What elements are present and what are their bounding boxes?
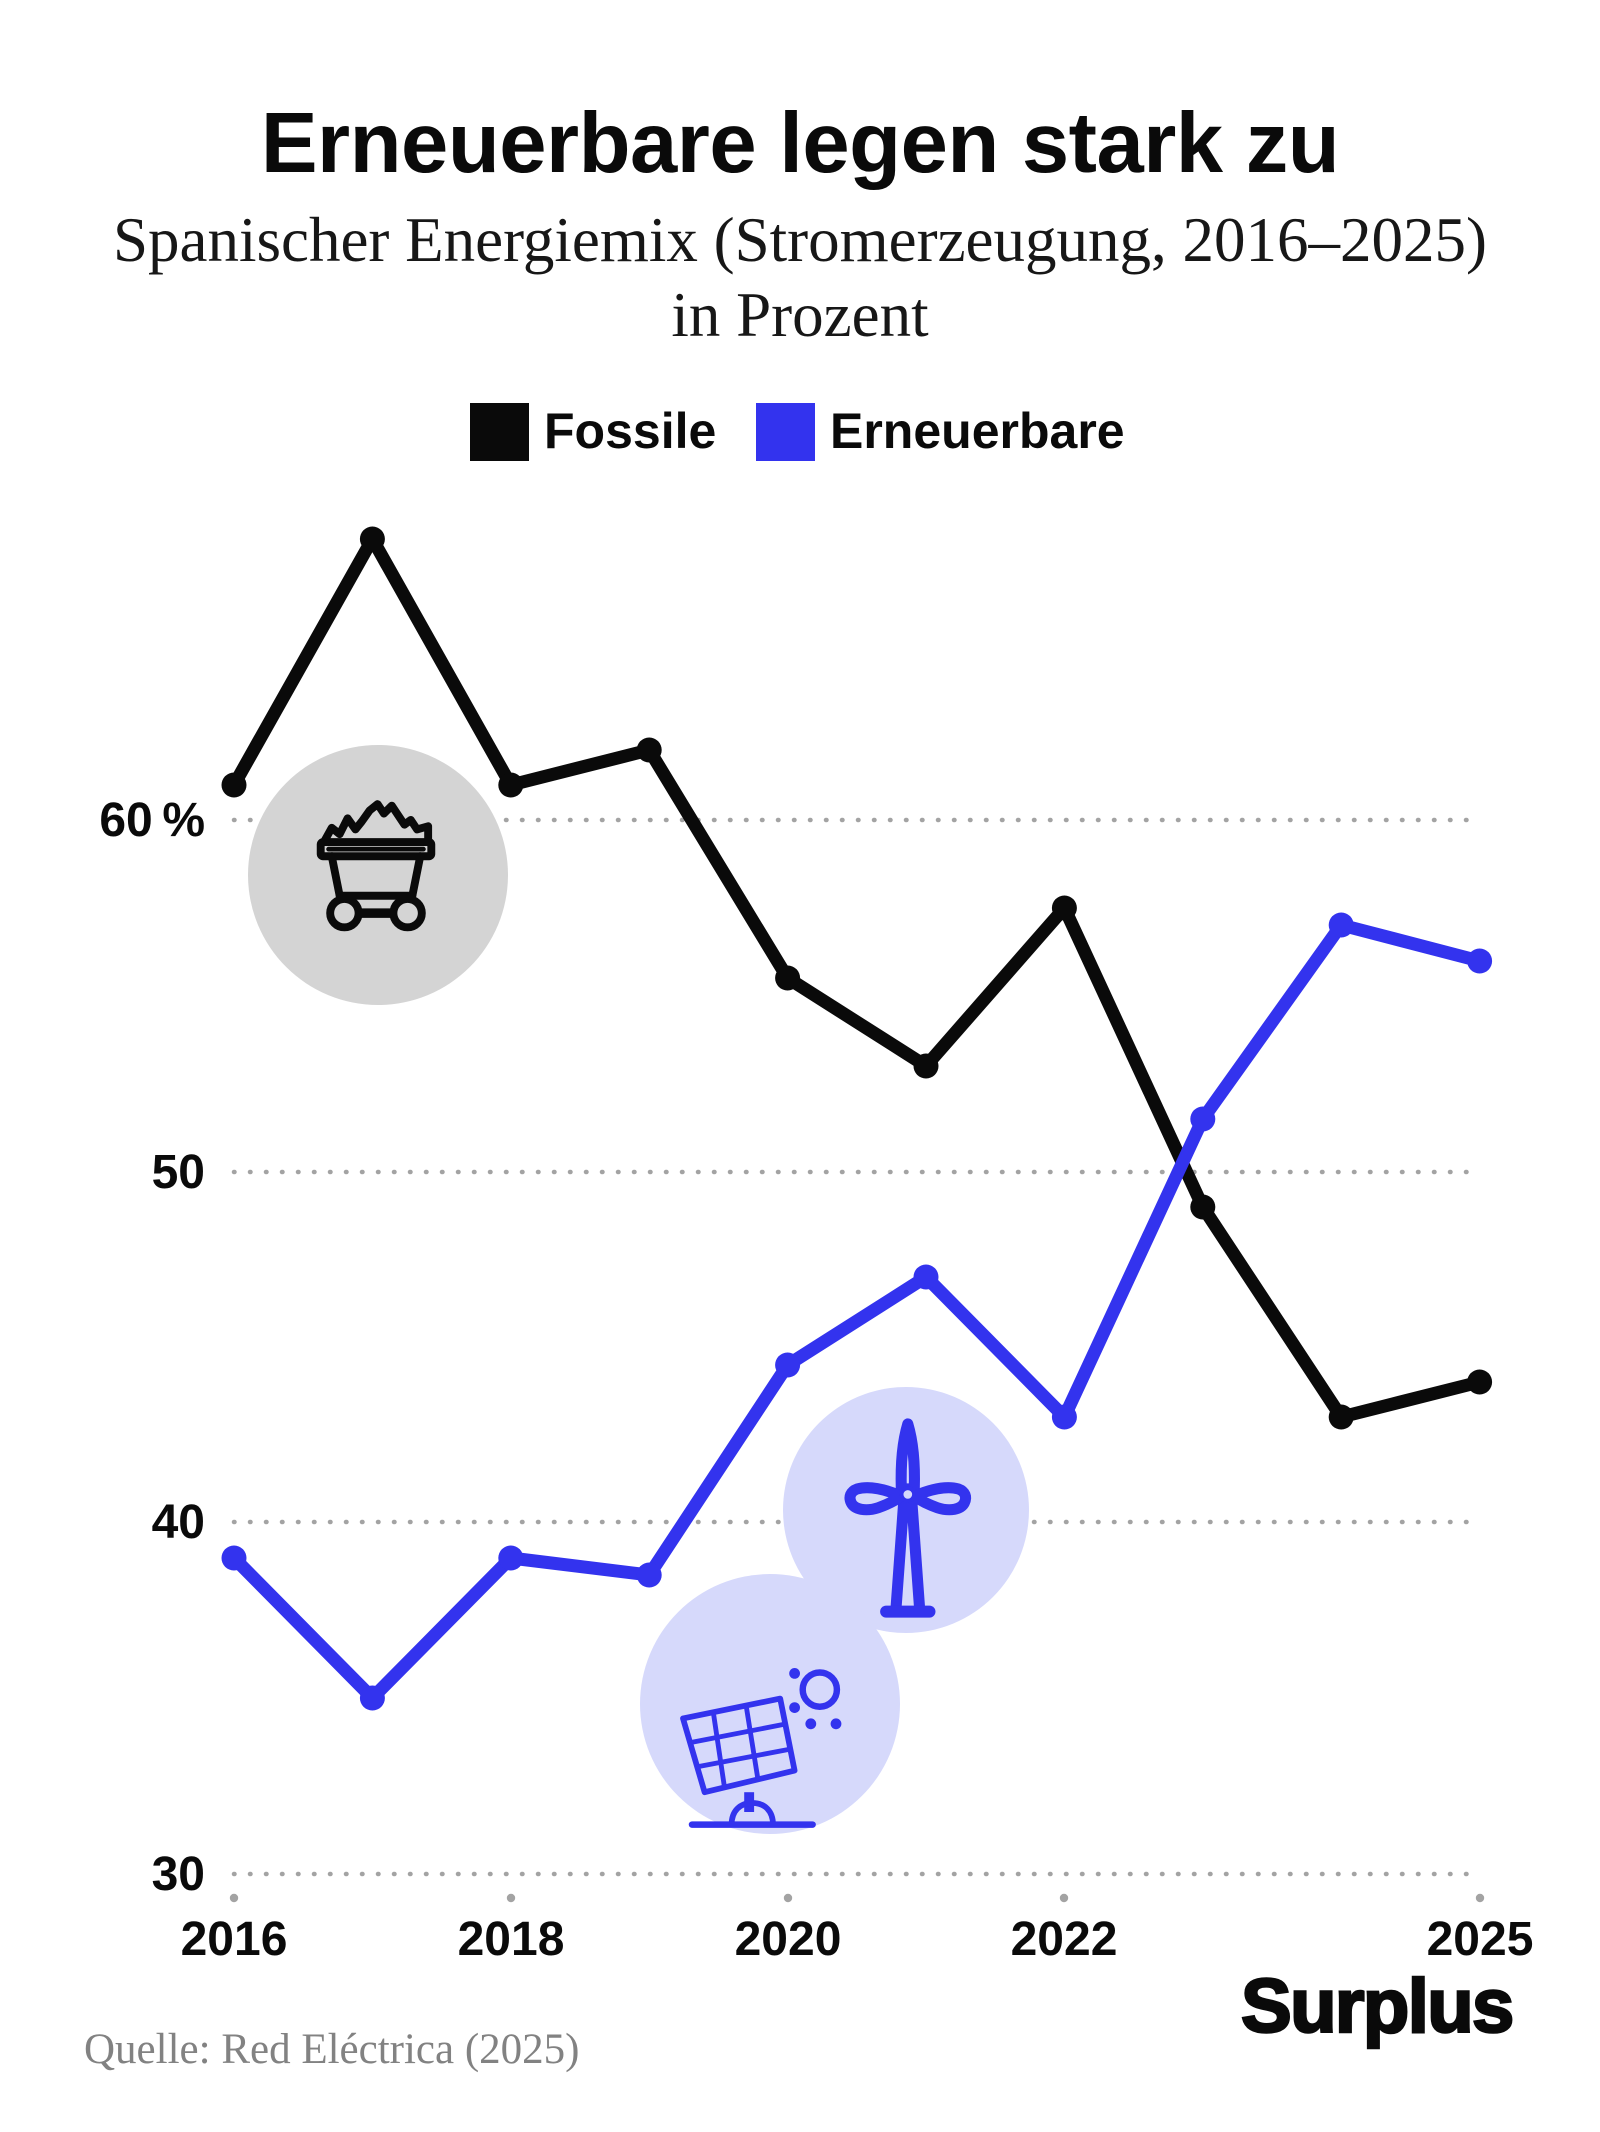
- svg-text:40: 40: [152, 1496, 205, 1549]
- svg-text:2022: 2022: [1011, 1913, 1118, 1966]
- svg-text:60 %: 60 %: [99, 794, 205, 847]
- svg-text:30: 30: [152, 1848, 205, 1901]
- svg-text:2020: 2020: [735, 1913, 842, 1966]
- svg-text:50: 50: [152, 1146, 205, 1199]
- svg-text:2025: 2025: [1427, 1913, 1534, 1966]
- svg-text:2018: 2018: [458, 1913, 565, 1966]
- svg-text:2016: 2016: [181, 1913, 288, 1966]
